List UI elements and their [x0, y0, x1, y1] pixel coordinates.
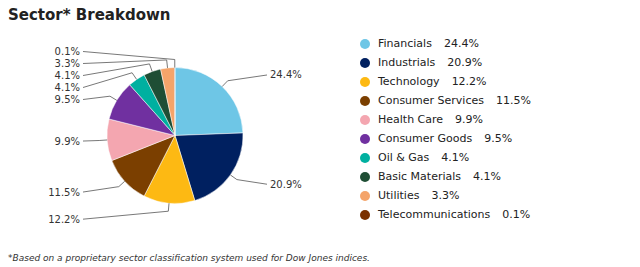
html-text:*Based on a proprietary sector: *Based on a proprietary sector classific… — [8, 253, 370, 263]
html-text:Sector* Breakdown: Sector* Breakdown — [8, 6, 171, 24]
svg-text:4.1%: 4.1% — [55, 70, 80, 81]
html-text:9.5%: 9.5% — [484, 132, 513, 145]
html-text:Basic Materials: Basic Materials — [378, 170, 461, 183]
svg-text:9.9%: 9.9% — [55, 136, 80, 147]
svg-text:20.9%: 20.9% — [270, 179, 302, 190]
html-text:3.3%: 3.3% — [431, 189, 460, 202]
svg-text:24.4%: 24.4% — [270, 69, 302, 80]
svg-text:4.1%: 4.1% — [55, 82, 80, 93]
svg-text:11.5%: 11.5% — [48, 187, 80, 198]
svg-text:9.5%: 9.5% — [55, 94, 80, 105]
svg-text:0.1%: 0.1% — [55, 46, 80, 57]
html-text:Consumer Services: Consumer Services — [378, 94, 484, 107]
html-text:24.4%: 24.4% — [443, 37, 479, 50]
html-text:Industrials: Industrials — [378, 56, 436, 69]
html-text:0.1%: 0.1% — [502, 208, 531, 221]
html-text:Oil & Gas: Oil & Gas — [378, 151, 430, 164]
html-text:Telecommunications: Telecommunications — [378, 208, 491, 221]
html-text:Utilities: Utilities — [378, 189, 420, 202]
html-text:Technology: Technology — [378, 75, 440, 88]
html-text:Financials: Financials — [378, 37, 432, 50]
html-text:4.1%: 4.1% — [473, 170, 501, 183]
html-text:12.2%: 12.2% — [451, 75, 487, 88]
html-text:20.9%: 20.9% — [447, 56, 483, 69]
html-text:4.1%: 4.1% — [441, 151, 470, 164]
html-text:9.9%: 9.9% — [455, 113, 483, 126]
html-text:Consumer Goods: Consumer Goods — [378, 132, 473, 145]
html-text:Health Care: Health Care — [378, 113, 444, 126]
svg-text:3.3%: 3.3% — [55, 58, 80, 69]
svg-text:12.2%: 12.2% — [48, 214, 80, 225]
html-text:11.5%: 11.5% — [496, 94, 531, 107]
